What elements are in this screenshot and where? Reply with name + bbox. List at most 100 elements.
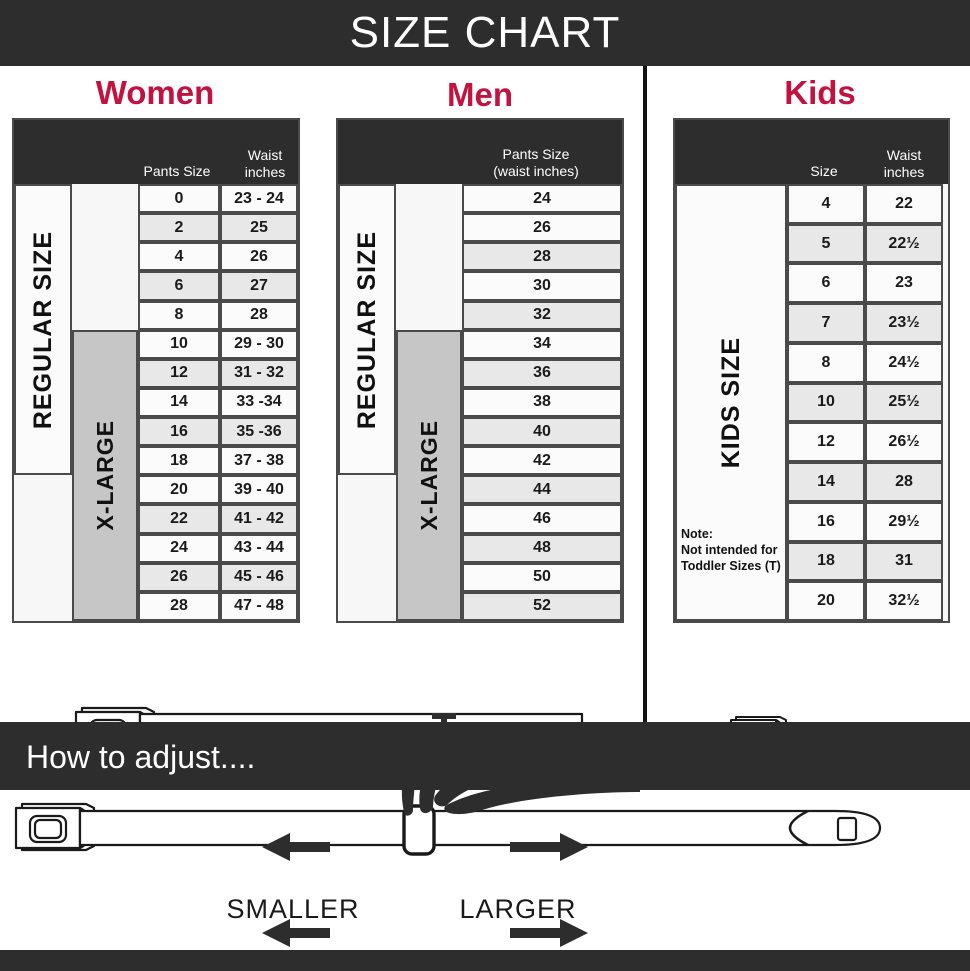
kids-note-line: Note: [681, 527, 713, 541]
men-cell-size: 48 [462, 533, 622, 563]
kids-col-waist-line2: inches [883, 164, 925, 180]
women-cell-size: 26 [138, 562, 220, 592]
section-title-men: Men [447, 76, 513, 113]
women-block-regular-label: REGULAR SIZE [28, 230, 57, 429]
kids-size-table: Size Waist inches KIDS SIZE Note: Not inte… [673, 118, 950, 623]
men-size-table: Pants Size (waist inches) X-LARGE REGULAR… [336, 118, 624, 623]
women-cell-waist: 25 [220, 213, 298, 243]
kids-cell-waist: 22½ [865, 223, 943, 264]
kids-note-line: Not intended for [681, 543, 778, 557]
kids-cell-size: 14 [787, 462, 865, 502]
men-block-regular: REGULAR SIZE [338, 184, 396, 476]
kids-cell-size: 20 [787, 581, 865, 621]
women-block-xlarge-label: X-LARGE [91, 420, 118, 531]
adjust-belt-diagram: SMALLER LARGER [14, 790, 882, 924]
women-cell-size: 22 [138, 504, 220, 534]
adjust-buckle-inner-hole [33, 818, 63, 840]
kids-note: Note: Not intended for Toddler Sizes (T) [681, 526, 781, 574]
women-cell-waist: 29 - 30 [220, 329, 298, 359]
kids-cell-size: 18 [787, 541, 865, 582]
kids-cell-size: 16 [787, 501, 865, 542]
women-block-xlarge: X-LARGE [72, 329, 138, 621]
kids-col-waist-line1: Waist [886, 147, 922, 163]
women-cell-size: 10 [138, 329, 220, 359]
women-col-pants-size: Pants Size [143, 163, 211, 179]
women-cell-size: 16 [138, 417, 220, 447]
women-col-waist-line2: inches [244, 164, 286, 180]
women-table-header: Pants Size Waist inches [14, 120, 298, 184]
kids-cell-waist: 25½ [865, 382, 943, 423]
section-title-women: Women [95, 74, 215, 111]
kids-cell-size: 5 [787, 223, 865, 264]
kids-cell-size: 12 [787, 422, 865, 463]
women-col-waist-line1: Waist [247, 147, 283, 163]
men-cell-size: 32 [462, 300, 622, 330]
women-cell-size: 28 [138, 591, 220, 621]
women-cell-size: 4 [138, 242, 220, 272]
women-cell-size: 18 [138, 446, 220, 476]
kids-cell-waist: 24½ [865, 342, 943, 383]
women-cell-waist: 47 - 48 [220, 591, 298, 621]
men-cell-size: 50 [462, 562, 622, 592]
kids-block-size-label: KIDS SIZE [716, 336, 745, 469]
women-cell-size: 2 [138, 213, 220, 243]
kids-cell-waist: 22 [865, 184, 943, 224]
women-cell-waist: 28 [220, 300, 298, 330]
women-size-table: Pants Size Waist inches X-LARGE REGULAR S… [12, 118, 300, 623]
section-title-kids: Kids [784, 74, 856, 111]
kids-cell-size: 6 [787, 263, 865, 304]
men-cell-size: 34 [462, 329, 622, 359]
page-title: SIZE CHART [349, 8, 621, 57]
women-cell-waist: 43 - 44 [220, 533, 298, 563]
kids-cell-waist: 26½ [865, 422, 943, 463]
men-cell-size: 30 [462, 271, 622, 301]
women-cell-waist: 23 - 24 [220, 184, 298, 214]
men-cell-size: 28 [462, 242, 622, 272]
how-to-adjust-bar: How to adjust.... [0, 722, 970, 790]
left-arrow-icon-bottom [262, 919, 330, 947]
kids-cell-waist: 32½ [865, 581, 943, 621]
women-cell-waist: 31 - 32 [220, 358, 298, 388]
men-block-xlarge: X-LARGE [396, 329, 462, 621]
women-cell-waist: 39 - 40 [220, 475, 298, 505]
women-block-regular: REGULAR SIZE [14, 184, 72, 476]
men-col-pants-line2: (waist inches) [493, 163, 579, 179]
right-arrow-icon-top [510, 833, 588, 861]
left-arrow-icon-top [262, 833, 330, 861]
larger-label: LARGER [459, 894, 576, 924]
women-cell-size: 8 [138, 300, 220, 330]
men-cell-size: 42 [462, 446, 622, 476]
men-block-regular-label: REGULAR SIZE [352, 230, 381, 429]
men-cell-size: 36 [462, 358, 622, 388]
women-cell-waist: 41 - 42 [220, 504, 298, 534]
kids-table-header: Size Waist inches [675, 120, 948, 184]
kids-cell-waist: 31 [865, 541, 943, 582]
men-block-xlarge-label: X-LARGE [415, 420, 442, 531]
smaller-label: SMALLER [226, 894, 359, 924]
kids-cell-size: 10 [787, 382, 865, 423]
men-table-header: Pants Size (waist inches) [338, 120, 622, 184]
adjust-illustration-area: SMALLER LARGER [0, 790, 970, 950]
kids-cell-size: 8 [787, 342, 865, 383]
women-cell-size: 12 [138, 358, 220, 388]
adjust-bottom-arrows [262, 919, 588, 947]
men-cell-size: 38 [462, 387, 622, 418]
kids-cell-size: 4 [787, 184, 865, 224]
hand-icon [401, 790, 640, 816]
kids-note-line: Toddler Sizes (T) [681, 559, 781, 573]
men-cell-size: 40 [462, 417, 622, 447]
women-cell-size: 14 [138, 387, 220, 418]
charts-area: Women Pants Size Waist inches X-LARGE REG… [0, 66, 970, 756]
kids-cell-waist: 28 [865, 462, 943, 502]
kids-cell-waist: 23 [865, 263, 943, 304]
women-cell-size: 24 [138, 533, 220, 563]
women-cell-waist: 45 - 46 [220, 562, 298, 592]
footer-bar [0, 950, 970, 971]
kids-cell-size: 7 [787, 303, 865, 343]
men-cell-size: 52 [462, 591, 622, 621]
men-cell-size: 46 [462, 504, 622, 534]
kids-block-size: KIDS SIZE [675, 184, 787, 621]
kids-cell-waist: 23½ [865, 303, 943, 343]
right-arrow-icon-bottom [510, 919, 588, 947]
title-bar: SIZE CHART [0, 0, 970, 66]
